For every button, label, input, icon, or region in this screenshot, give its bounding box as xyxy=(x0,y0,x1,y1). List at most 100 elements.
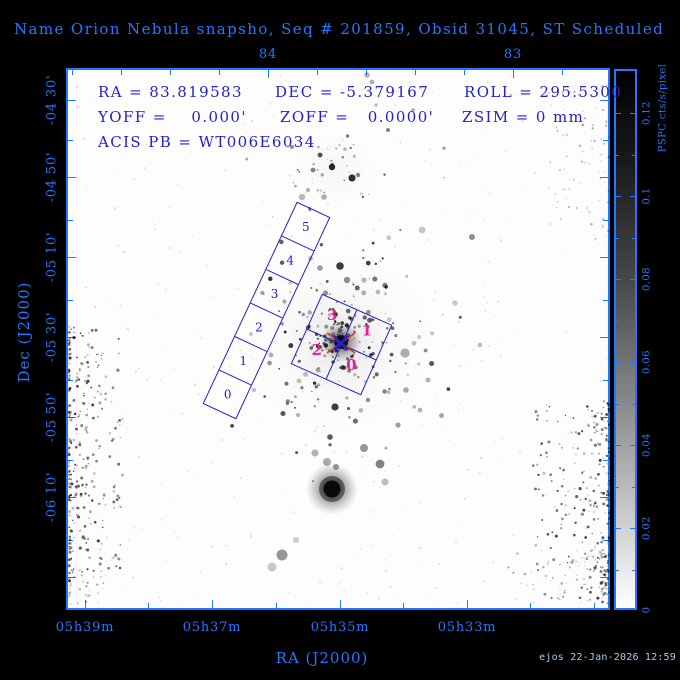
star-dot xyxy=(371,318,375,322)
star-dot xyxy=(310,390,313,393)
star-dot xyxy=(572,178,575,181)
star xyxy=(411,108,415,112)
right-minor-tick xyxy=(603,380,608,381)
star-dot xyxy=(597,442,599,445)
star-dot xyxy=(545,451,548,455)
star-dot xyxy=(143,290,145,292)
star-dot xyxy=(600,433,603,436)
star-dot xyxy=(233,407,236,410)
star-dot xyxy=(482,296,485,299)
star-dot xyxy=(587,423,589,426)
bottom-major-tick xyxy=(467,600,468,608)
star-dot xyxy=(526,584,528,586)
top-minor-tick xyxy=(121,70,122,75)
star-dot xyxy=(75,85,79,89)
star-dot xyxy=(393,245,397,248)
star-dot xyxy=(547,563,549,565)
star-dot xyxy=(104,574,106,576)
star-dot xyxy=(143,167,146,170)
star-dot xyxy=(566,561,569,564)
star-dot xyxy=(608,135,611,138)
star-dot xyxy=(84,486,87,489)
star-dot xyxy=(609,540,612,544)
star-dot xyxy=(95,361,97,363)
star-dot xyxy=(314,428,317,431)
star-dot xyxy=(224,169,227,172)
top-minor-tick xyxy=(317,70,318,75)
star-dot xyxy=(541,519,544,521)
star-dot xyxy=(588,499,592,503)
top-minor-tick xyxy=(415,70,416,75)
star-dot xyxy=(374,112,377,114)
star-dot xyxy=(563,168,565,170)
star-dot xyxy=(336,334,339,336)
star-dot xyxy=(561,134,564,137)
star-dot xyxy=(74,467,76,469)
star-dot xyxy=(603,574,607,577)
sky-plot-canvas[interactable]: RA = 83.819583 DEC = -5.379167 ROLL = 29… xyxy=(66,68,621,610)
star-dot xyxy=(593,234,595,236)
star-dot xyxy=(610,162,612,164)
cb-left-minor-tick xyxy=(616,570,619,571)
star-dot xyxy=(609,543,612,546)
star-dot xyxy=(589,504,592,507)
star-dot xyxy=(161,519,164,521)
star-dot xyxy=(592,569,595,572)
star-dot xyxy=(295,330,298,332)
star-dot xyxy=(335,300,339,304)
colorbar-tick-label: 0.02 xyxy=(641,516,653,540)
star-dot xyxy=(559,217,562,220)
star-dot xyxy=(584,561,586,563)
star-dot xyxy=(395,90,398,94)
star-dot xyxy=(82,458,85,460)
star-dot xyxy=(430,331,435,336)
star-dot xyxy=(168,496,171,499)
star-dot xyxy=(394,370,397,373)
star-dot xyxy=(586,588,589,591)
cb-right-minor-tick xyxy=(632,570,635,571)
star-dot xyxy=(85,286,87,289)
star-dot xyxy=(489,117,492,119)
star-dot xyxy=(99,549,101,551)
star-dot xyxy=(194,383,197,386)
star-dot xyxy=(312,178,314,180)
star-dot xyxy=(134,370,138,373)
star-dot xyxy=(606,559,610,563)
star-dot xyxy=(600,412,603,415)
star-dot xyxy=(607,584,609,587)
star-dot xyxy=(607,155,611,159)
star-dot xyxy=(578,564,580,567)
star-dot xyxy=(570,431,573,433)
star-dot xyxy=(343,300,346,303)
star-dot xyxy=(91,453,95,456)
star-dot xyxy=(68,514,71,517)
star-dot xyxy=(521,120,524,123)
star-dot xyxy=(102,576,104,578)
star-dot xyxy=(68,564,71,568)
star-dot xyxy=(68,347,72,351)
star-dot xyxy=(586,405,589,408)
star-dot xyxy=(99,556,102,560)
star-dot xyxy=(88,556,91,559)
star-dot xyxy=(578,604,580,606)
star-dot xyxy=(563,591,566,594)
x-top-tick-label: 84 xyxy=(258,47,278,62)
star-dot xyxy=(191,235,194,238)
star-dot xyxy=(74,463,77,466)
star-dot xyxy=(68,543,71,545)
acis-i-chip-1-label: 1 xyxy=(361,321,373,340)
star-dot xyxy=(247,130,249,133)
star-dot xyxy=(118,566,122,570)
aimpoint-marker[interactable] xyxy=(323,325,359,361)
star-dot xyxy=(88,589,91,592)
star-dot xyxy=(471,348,474,352)
top-minor-tick xyxy=(170,70,171,75)
star-dot xyxy=(81,535,85,539)
star-dot xyxy=(118,419,121,422)
star-dot xyxy=(211,545,214,548)
star-dot xyxy=(86,353,89,357)
star-dot xyxy=(81,580,84,583)
star-dot xyxy=(332,323,336,326)
star-dot xyxy=(589,591,592,594)
star-dot xyxy=(560,527,563,530)
